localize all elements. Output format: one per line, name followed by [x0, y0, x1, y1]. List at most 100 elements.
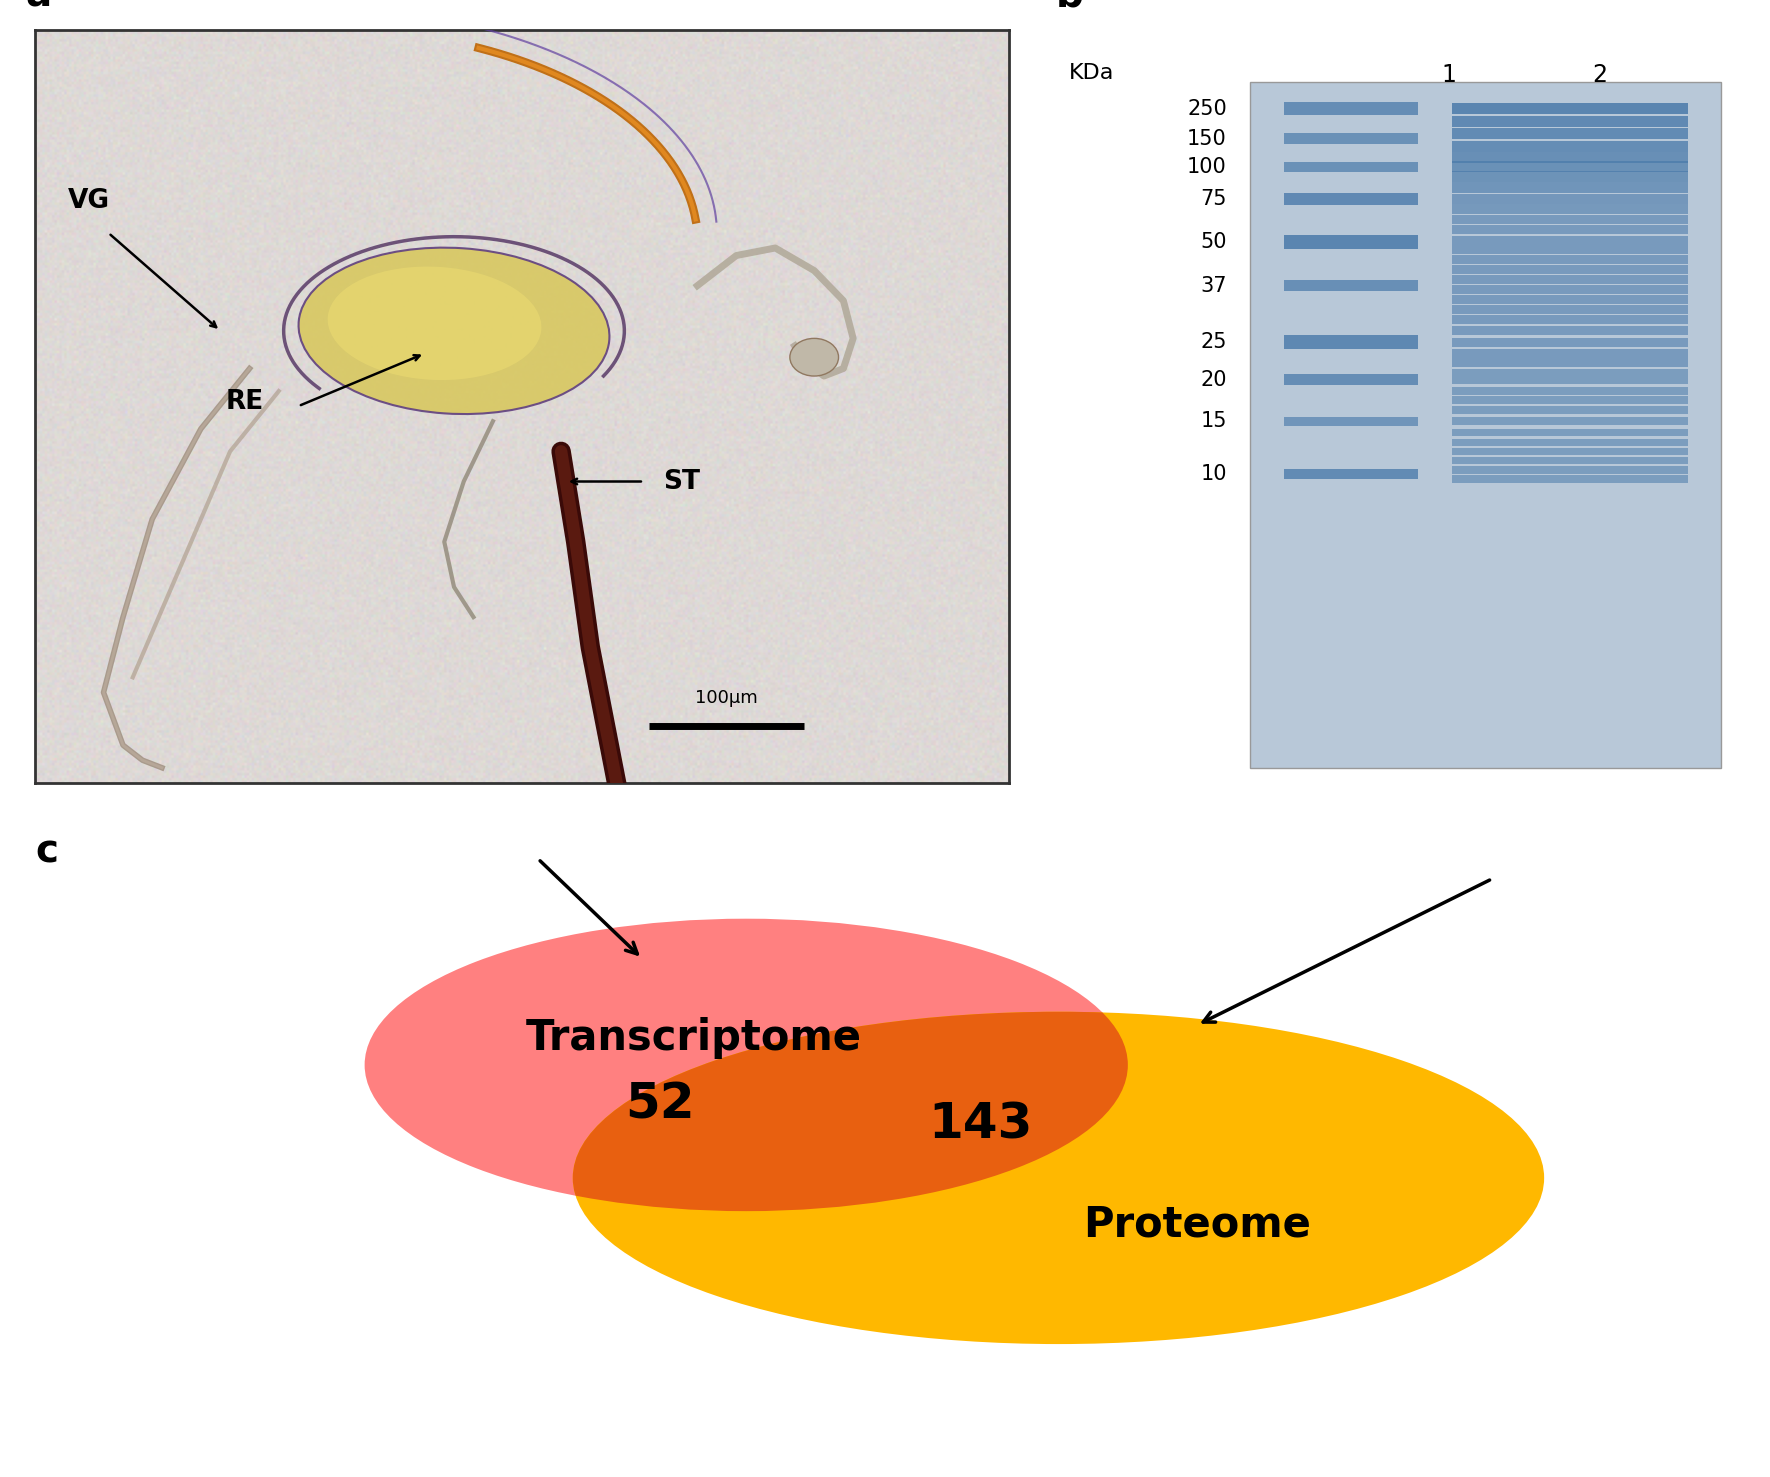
Text: a: a [25, 0, 51, 15]
FancyBboxPatch shape [1451, 377, 1687, 384]
Text: 15: 15 [1200, 411, 1227, 431]
Bar [1250, 450, 1720, 470]
Bar [1250, 99, 1720, 118]
Bar [1250, 346, 1720, 363]
Ellipse shape [327, 266, 542, 380]
Text: KDa: KDa [1069, 64, 1113, 83]
FancyBboxPatch shape [1451, 264, 1687, 273]
Bar [1250, 275, 1720, 292]
Text: 143: 143 [927, 1100, 1032, 1149]
Bar [1250, 381, 1720, 399]
Bar [1250, 292, 1720, 310]
Ellipse shape [573, 1012, 1543, 1344]
FancyBboxPatch shape [1451, 245, 1687, 254]
Bar [1250, 257, 1720, 276]
Bar [1250, 328, 1720, 346]
Bar [1250, 399, 1720, 417]
Text: Transcriptome: Transcriptome [526, 1018, 862, 1059]
Bar [1250, 65, 1720, 83]
Bar [1250, 468, 1720, 486]
Bar [1250, 363, 1720, 381]
FancyBboxPatch shape [1451, 183, 1687, 193]
FancyBboxPatch shape [1451, 171, 1687, 182]
Text: 75: 75 [1200, 189, 1227, 210]
Bar [1250, 417, 1720, 434]
FancyBboxPatch shape [1451, 369, 1687, 377]
FancyBboxPatch shape [1451, 193, 1687, 204]
FancyBboxPatch shape [1451, 396, 1687, 403]
Circle shape [789, 338, 839, 377]
Text: b: b [1055, 0, 1083, 15]
FancyBboxPatch shape [1451, 315, 1687, 323]
Text: 250: 250 [1188, 99, 1227, 118]
Ellipse shape [299, 248, 609, 414]
Bar [1250, 644, 1720, 662]
FancyBboxPatch shape [1451, 467, 1687, 474]
FancyBboxPatch shape [1451, 103, 1687, 114]
Text: VG: VG [67, 188, 110, 214]
Bar [1250, 539, 1720, 557]
Bar [1250, 170, 1720, 188]
Bar [1250, 117, 1720, 134]
Bar [1250, 433, 1720, 452]
Text: RE: RE [227, 390, 264, 415]
Text: 100: 100 [1188, 157, 1227, 177]
Bar [1250, 662, 1720, 679]
FancyBboxPatch shape [1451, 285, 1687, 294]
FancyBboxPatch shape [1283, 133, 1418, 145]
Bar [1250, 205, 1720, 223]
Bar [1250, 715, 1720, 733]
FancyBboxPatch shape [1451, 338, 1687, 347]
Bar [1250, 592, 1720, 610]
Text: 37: 37 [1200, 276, 1227, 295]
Bar [1250, 152, 1720, 170]
FancyBboxPatch shape [1451, 275, 1687, 284]
Bar [1250, 241, 1720, 258]
Bar [1250, 609, 1720, 628]
Bar [1250, 626, 1720, 644]
Bar [1250, 81, 1720, 100]
FancyBboxPatch shape [1283, 470, 1418, 479]
FancyBboxPatch shape [1283, 417, 1418, 425]
Bar [1250, 521, 1720, 539]
FancyBboxPatch shape [1451, 236, 1687, 245]
Text: 100μm: 100μm [696, 690, 758, 707]
FancyBboxPatch shape [1451, 117, 1687, 127]
FancyBboxPatch shape [1451, 448, 1687, 455]
Circle shape [365, 919, 1127, 1211]
FancyBboxPatch shape [1451, 128, 1687, 139]
FancyBboxPatch shape [1283, 162, 1418, 171]
Bar [1250, 134, 1720, 152]
Ellipse shape [573, 1012, 1543, 1344]
Text: Proteome: Proteome [1083, 1204, 1312, 1245]
FancyBboxPatch shape [1451, 306, 1687, 315]
FancyBboxPatch shape [1451, 326, 1687, 335]
Text: 10: 10 [1200, 464, 1227, 484]
Bar [1250, 679, 1720, 697]
Bar [1250, 504, 1720, 521]
FancyBboxPatch shape [1451, 387, 1687, 394]
Text: 150: 150 [1188, 128, 1227, 149]
FancyBboxPatch shape [1283, 335, 1418, 349]
Bar [1250, 188, 1720, 205]
FancyBboxPatch shape [1451, 254, 1687, 264]
Text: 50: 50 [1200, 232, 1227, 253]
FancyBboxPatch shape [1451, 357, 1687, 366]
Text: c: c [35, 833, 58, 870]
Bar [1250, 223, 1720, 241]
Bar [1250, 310, 1720, 328]
Text: 52: 52 [625, 1081, 694, 1128]
FancyBboxPatch shape [1451, 476, 1687, 483]
FancyBboxPatch shape [1451, 295, 1687, 304]
FancyBboxPatch shape [1451, 152, 1687, 162]
FancyBboxPatch shape [1283, 102, 1418, 115]
FancyBboxPatch shape [1451, 225, 1687, 233]
Bar [1250, 750, 1720, 768]
FancyBboxPatch shape [1451, 204, 1687, 214]
FancyBboxPatch shape [1451, 439, 1687, 446]
FancyBboxPatch shape [1283, 235, 1418, 248]
Text: ST: ST [664, 468, 701, 495]
FancyBboxPatch shape [1451, 428, 1687, 436]
FancyBboxPatch shape [1283, 193, 1418, 205]
FancyBboxPatch shape [1451, 406, 1687, 414]
